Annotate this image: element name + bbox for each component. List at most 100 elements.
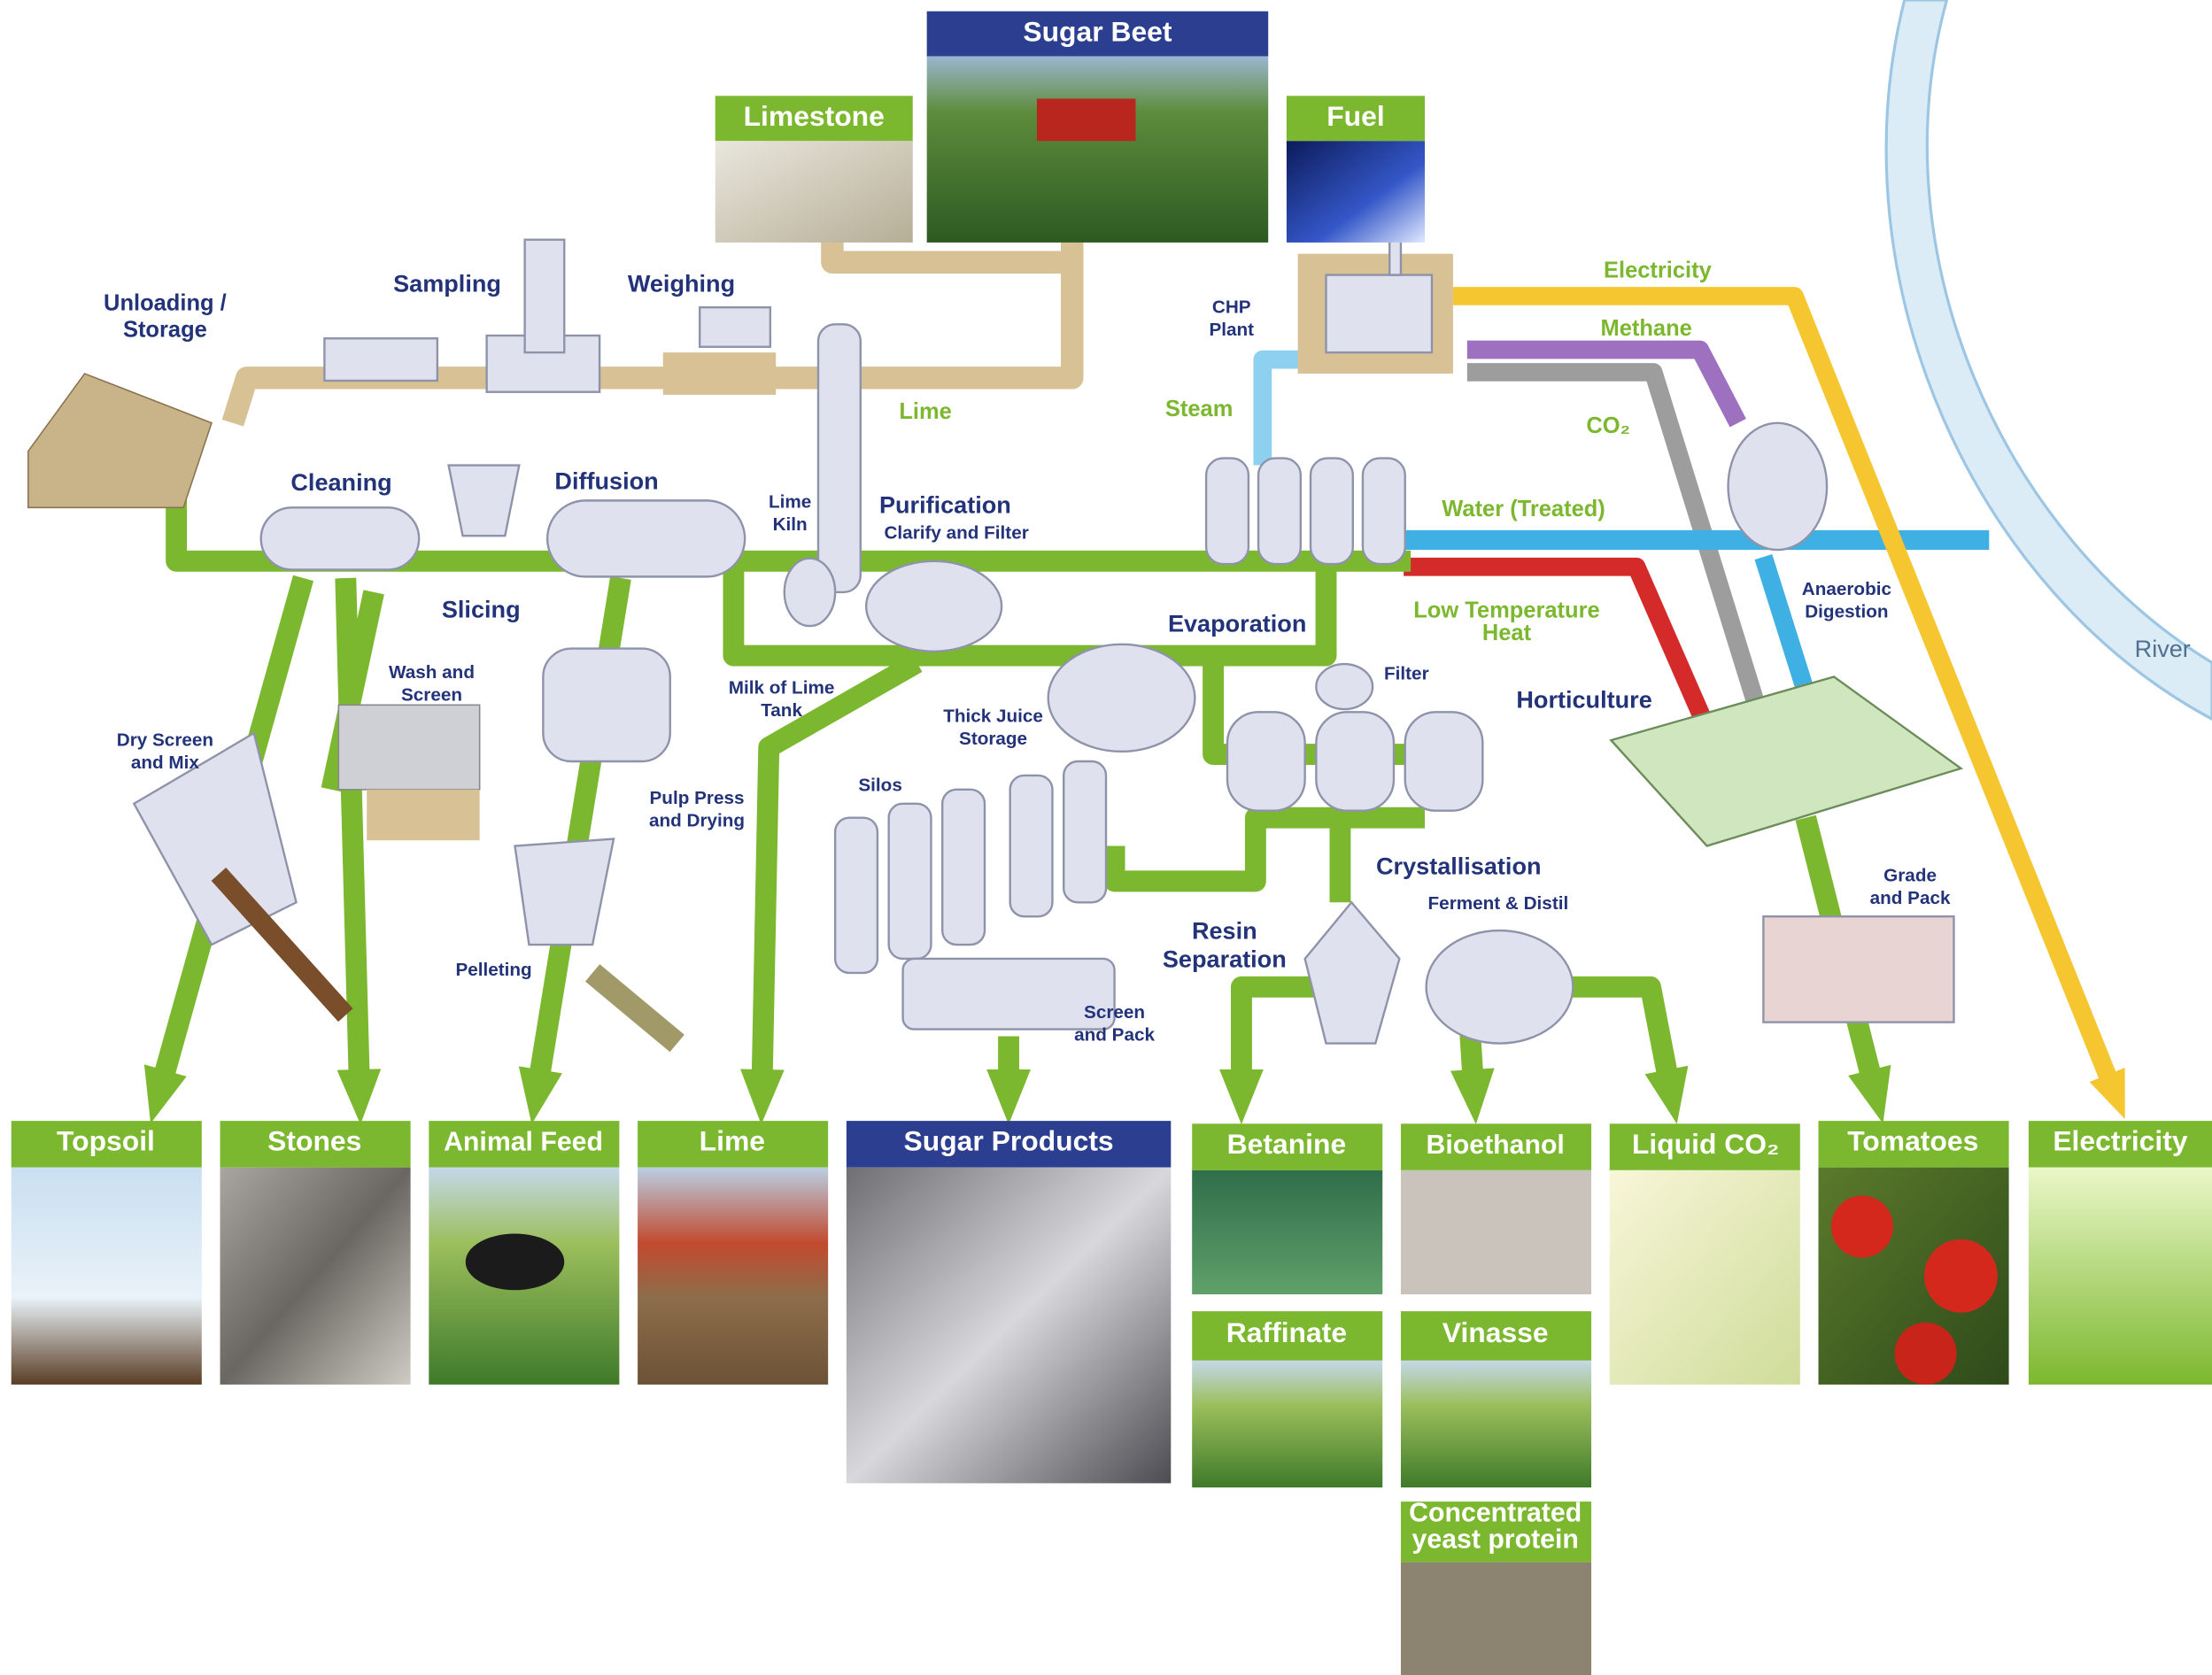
- output-title-line: Bioethanol: [1427, 1131, 1565, 1160]
- process-label-line: Anaerobic: [1802, 579, 1891, 599]
- process-label-line: Silos: [858, 775, 901, 795]
- flow-label-line: Low Temperature: [1413, 598, 1599, 623]
- process-label-line: Slicing: [442, 596, 521, 623]
- process-label: Weighing: [628, 270, 735, 297]
- process-label-line: Horticulture: [1516, 685, 1651, 713]
- process-label-line: Storage: [123, 318, 207, 343]
- output-title-line: Raffinate: [1226, 1317, 1347, 1349]
- process-label: Slicing: [442, 596, 521, 623]
- process-label: Anaerobic Digestion: [1802, 579, 1891, 621]
- process-label: Clarify and Filter: [884, 522, 1028, 543]
- process-label: Silos: [858, 775, 901, 795]
- page: { "inputs": [ {"label": "Sugar Beet"}, {…: [0, 0, 2212, 1675]
- flow-label: Steam: [1165, 397, 1233, 421]
- process-label-line: Screen: [1084, 1002, 1145, 1023]
- process-label-line: Dry Screen: [117, 729, 213, 750]
- process-label: Crystallisation: [1376, 852, 1542, 879]
- process-label-line: Wash and: [389, 662, 475, 683]
- output-title: Liquid CO₂: [1632, 1128, 1779, 1160]
- output-title-line: Vinasse: [1442, 1317, 1549, 1349]
- process-label-line: Evaporation: [1168, 609, 1306, 637]
- flow-label-line: Lime: [899, 399, 951, 424]
- flow-label-line: Methane: [1600, 316, 1691, 341]
- process-label: Horticulture: [1516, 685, 1651, 713]
- output-title: Animal Feed: [444, 1128, 603, 1157]
- process-label-line: Sampling: [393, 270, 501, 297]
- process-label-line: Thick Juice: [943, 706, 1043, 726]
- process-label-line: Lime: [769, 491, 811, 512]
- process-label: Purification: [879, 491, 1011, 519]
- process-label-line: Unloading /: [104, 290, 227, 315]
- flow-label: Methane: [1600, 316, 1691, 341]
- output-title: Tomatoes: [1847, 1125, 1978, 1157]
- process-label-line: Diffusion: [554, 467, 658, 495]
- river: [1886, 0, 2212, 719]
- process-label-line: and Pack: [1074, 1024, 1155, 1045]
- flow-label-line: Steam: [1165, 397, 1233, 421]
- output-title-line: Liquid CO₂: [1632, 1128, 1779, 1160]
- output-title: Bioethanol: [1427, 1131, 1565, 1160]
- flow-label: Water (Treated): [1442, 497, 1605, 521]
- process-label: Dry Screen and Mix: [117, 729, 213, 772]
- process-label-line: Tank: [761, 700, 802, 721]
- process-label: Thick Juice Storage: [943, 706, 1043, 748]
- process-label-line: CHP: [1212, 297, 1251, 318]
- process-label-line: and Pack: [1870, 888, 1951, 908]
- input-title: Fuel: [1326, 100, 1384, 132]
- input-title: Sugar Beet: [1023, 16, 1172, 48]
- output-title-line: Animal Feed: [444, 1128, 603, 1157]
- process-label: Evaporation: [1168, 609, 1306, 637]
- output-panels: [12, 1121, 2212, 1675]
- output-title-line: Electricity: [2053, 1125, 2188, 1157]
- output-title-line: Topsoil: [57, 1125, 155, 1157]
- process-label: Pelleting: [455, 960, 531, 980]
- process-label-line: Filter: [1384, 664, 1429, 684]
- output-title: Sugar Products: [904, 1125, 1114, 1157]
- output-title-line: Betanine: [1227, 1128, 1347, 1160]
- process-label-line: Pulp Press: [650, 788, 745, 808]
- output-title: Topsoil: [57, 1125, 155, 1157]
- process-label: Ferment & Distil: [1428, 893, 1569, 914]
- flow-label-line: Water (Treated): [1442, 497, 1605, 521]
- process-label-line: Plant: [1209, 320, 1254, 340]
- process-label-line: Crystallisation: [1376, 852, 1542, 879]
- output-title: Raffinate: [1226, 1317, 1347, 1349]
- flow-label-line: Electricity: [1604, 259, 1713, 283]
- output-title: Vinasse: [1442, 1317, 1549, 1349]
- process-label: Diffusion: [554, 467, 658, 495]
- process-label: Unloading / Storage: [104, 290, 227, 342]
- output-title-line: Stones: [267, 1125, 361, 1157]
- diagram: Sugar Beet Limestone Fuel Unloading / Storag…: [0, 0, 2212, 1675]
- output-title: Betanine: [1227, 1128, 1347, 1160]
- flow-label-line: Heat: [1482, 621, 1532, 645]
- process-label-line: Clarify and Filter: [884, 522, 1028, 543]
- output-title-line: Sugar Products: [904, 1125, 1114, 1157]
- process-label-line: Milk of Lime: [729, 678, 835, 699]
- process-label-line: Storage: [959, 729, 1027, 749]
- process-label-line: Separation: [1163, 946, 1287, 973]
- river-label: River: [2135, 635, 2191, 662]
- input-title: Limestone: [744, 100, 885, 132]
- flow-label: Lime: [899, 399, 951, 424]
- output-title-line: Tomatoes: [1847, 1125, 1978, 1157]
- flow-label-line: CO₂: [1586, 413, 1630, 438]
- process-label-line: Resin: [1192, 917, 1257, 945]
- process-label-line: Digestion: [1805, 602, 1888, 622]
- process-label: Filter: [1384, 664, 1429, 684]
- process-label-line: Ferment & Distil: [1428, 893, 1569, 914]
- process-label: Cleaning: [290, 468, 391, 496]
- process-label-line: Weighing: [628, 270, 735, 297]
- process-label-line: and Mix: [131, 753, 200, 773]
- process-label-line: Pelleting: [455, 960, 531, 980]
- process-label-line: Grade: [1883, 865, 1937, 885]
- process-label: Sampling: [393, 270, 501, 297]
- output-title: Lime: [700, 1125, 765, 1157]
- output-title-line: Concentrated: [1409, 1498, 1582, 1527]
